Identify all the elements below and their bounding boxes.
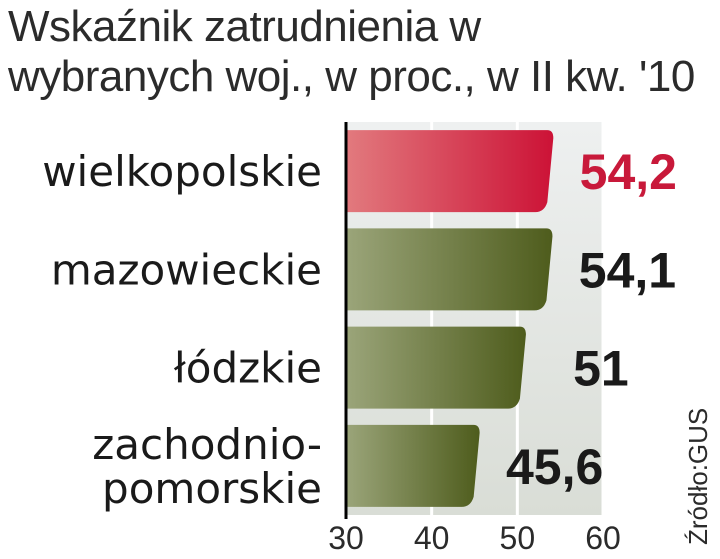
- value-labels: 54,2 54,1 51 45,6: [506, 144, 677, 495]
- category-label-2-line-0: łódzkie: [174, 344, 322, 393]
- bars: [346, 130, 554, 507]
- category-label-1-line-0: mazowieckie: [51, 245, 322, 294]
- value-label-1: 54,1: [579, 242, 676, 298]
- bar-1: [346, 228, 553, 311]
- x-tick-30: 30: [328, 520, 364, 556]
- chart-title: Wskaźnik zatrudnienia w wybranych woj., …: [8, 2, 708, 102]
- chart-title-line-1: Wskaźnik zatrudnienia w: [8, 2, 481, 51]
- value-label-3: 45,6: [506, 439, 603, 495]
- x-tick-60: 60: [585, 520, 621, 556]
- bar-3: [346, 424, 480, 507]
- bar-0: [346, 130, 554, 213]
- category-labels: wielkopolskie mazowieckie łódzkie zachodnio…: [42, 147, 322, 513]
- source-note: Źródło:GUS: [683, 407, 713, 545]
- chart-title-line-2: wybranych woj., w proc., w II kw. '10: [8, 52, 695, 101]
- category-label-3-line-0: zachodnio-: [92, 420, 322, 469]
- category-label-3: zachodnio-pomorskie: [92, 420, 322, 513]
- x-tick-40: 40: [414, 520, 450, 556]
- category-label-0: wielkopolskie: [42, 147, 322, 196]
- value-label-0: 54,2: [580, 144, 677, 200]
- bar-2: [346, 326, 526, 409]
- x-tick-labels: 30 40 50 60: [328, 520, 621, 556]
- category-label-3-line-1: pomorskie: [102, 464, 322, 513]
- category-label-1: mazowieckie: [51, 245, 322, 294]
- value-label-2: 51: [573, 341, 629, 397]
- x-tick-50: 50: [500, 520, 536, 556]
- category-label-2: łódzkie: [174, 344, 322, 393]
- category-label-0-line-0: wielkopolskie: [42, 147, 322, 196]
